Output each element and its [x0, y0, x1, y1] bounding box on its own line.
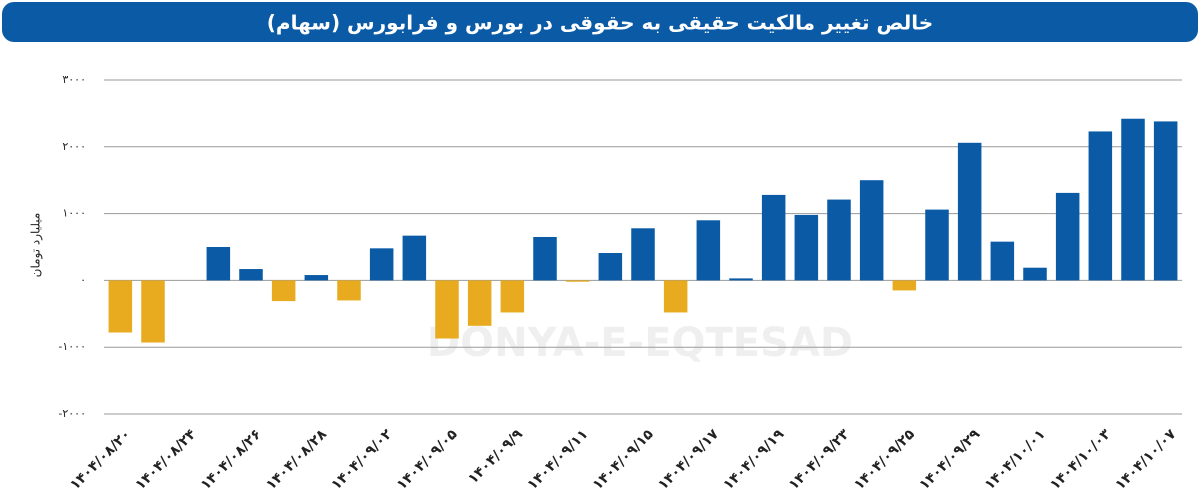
bar — [925, 209, 949, 281]
y-axis-label: میلیارد تومان — [29, 213, 44, 278]
x-tick-label: ۱۴۰۴/۰۹/۱۹ — [720, 426, 787, 493]
watermark: DONYA-E-EQTESAD — [427, 320, 853, 366]
bar — [435, 280, 459, 339]
bar — [761, 194, 786, 281]
title-bar — [2, 2, 1198, 42]
x-tick-label: ۱۴۰۴/۰۹/۰۵ — [394, 426, 461, 493]
x-tick-label: ۱۴۰۴/۰۹/۲۵ — [851, 426, 918, 493]
bar — [957, 142, 982, 281]
bar — [990, 241, 1015, 281]
y-tick-label: ۳۰۰۰ — [62, 73, 86, 86]
bar — [304, 275, 329, 281]
bar — [859, 180, 884, 281]
x-tick-label: ۱۴۰۴/۰۹/۱۷ — [655, 426, 722, 493]
x-tick-label: ۱۴۰۴/۱۰/۰۱ — [982, 426, 1049, 493]
bar — [271, 280, 296, 302]
x-tick-label: ۱۴۰۴/۰۸/۲۰ — [67, 426, 134, 493]
bar — [402, 235, 427, 281]
bar — [239, 269, 263, 281]
bar — [1153, 121, 1178, 281]
bar — [1055, 192, 1080, 281]
chart-title: خالص تغییر مالکیت حقیقی به حقوقی در بورس… — [267, 11, 933, 35]
bar — [337, 280, 361, 301]
bar — [565, 280, 590, 282]
y-tick-label: ۰ — [80, 273, 86, 286]
bar — [206, 247, 231, 281]
bar — [141, 280, 165, 343]
bar — [696, 220, 721, 281]
bar — [108, 280, 133, 333]
bar — [369, 248, 394, 281]
x-tick-label: ۱۴۰۴/۰۸/۲۸ — [263, 426, 330, 493]
x-tick-label: ۱۴۰۴/۰۹/۲۹ — [916, 426, 983, 493]
bar — [827, 199, 851, 281]
y-tick-label: ۲۰۰۰ — [62, 140, 86, 153]
x-tick-label: ۱۴۰۴/۰۹/۹ — [465, 426, 526, 487]
x-tick-label: ۱۴۰۴/۱۰/۰۷ — [1112, 426, 1179, 493]
bar — [892, 280, 917, 291]
x-tick-label: ۱۴۰۴/۱۰/۰۳ — [1047, 426, 1114, 493]
x-tick-label: ۱۴۰۴/۰۸/۲۴ — [132, 426, 199, 493]
x-tick-label: ۱۴۰۴/۰۹/۱۵ — [590, 426, 657, 493]
y-tick-label: ۱۰۰۰ — [62, 207, 86, 220]
bar — [1121, 118, 1145, 281]
x-tick-label: ۱۴۰۴/۰۸/۲۶ — [198, 426, 265, 493]
bar — [533, 236, 557, 281]
y-tick-label: -۱۰۰۰ — [58, 340, 86, 353]
bar — [663, 280, 688, 313]
bar — [1088, 131, 1113, 281]
x-tick-label: ۱۴۰۴/۰۹/۲۳ — [786, 426, 853, 493]
bar — [500, 280, 525, 313]
x-tick-label: ۱۴۰۴/۰۹/۰۲ — [328, 426, 395, 493]
bar — [467, 280, 492, 326]
bar — [1023, 267, 1047, 281]
y-tick-label: -۲۰۰۰ — [58, 407, 86, 420]
bar — [794, 214, 819, 281]
bar — [631, 228, 655, 281]
bar — [729, 278, 753, 281]
x-tick-label: ۱۴۰۴/۰۹/۱۱ — [524, 426, 591, 493]
bar — [598, 253, 623, 281]
